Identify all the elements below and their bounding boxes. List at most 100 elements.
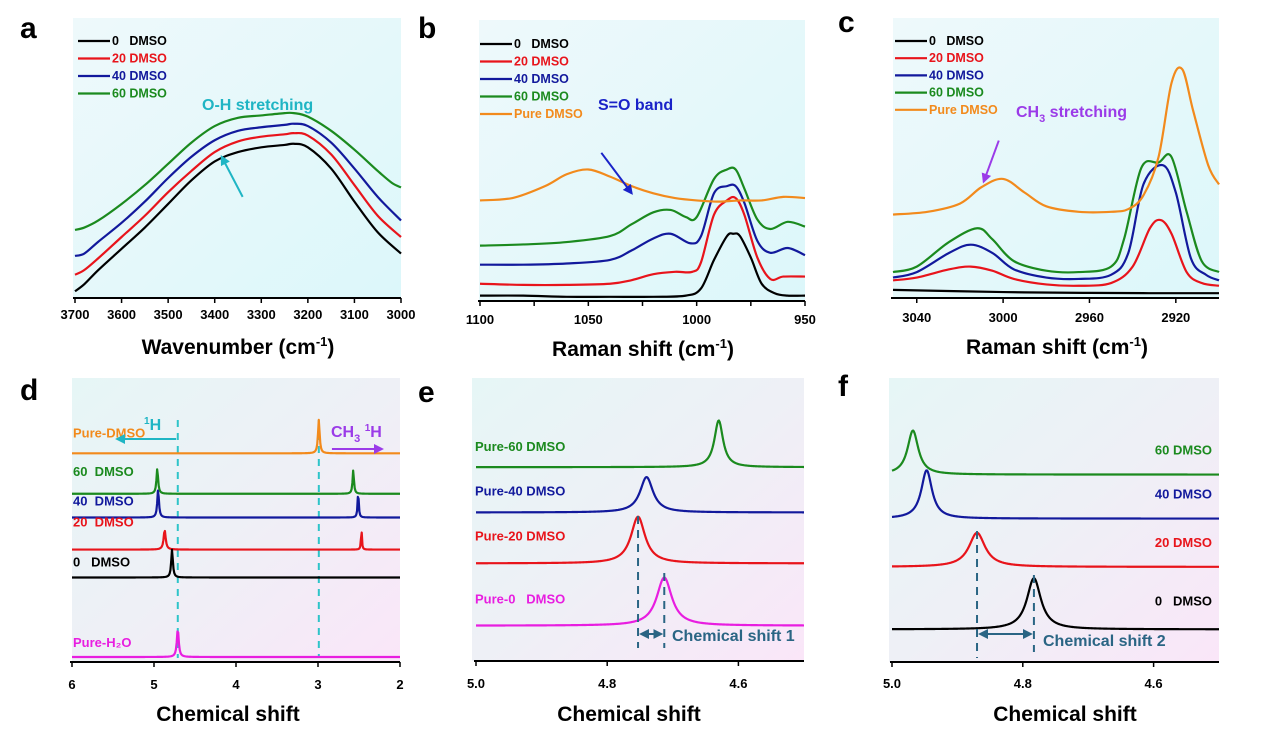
series-line-d-4: [71, 548, 401, 579]
annotation-label-ch3: CH3 1H: [331, 423, 382, 445]
annotation-label-1h: 1H: [144, 416, 161, 434]
series-label: 40 DMSO: [73, 494, 134, 509]
legend-label: 40 DMSO: [514, 72, 569, 86]
annotation-label: O-H stretching: [202, 97, 313, 114]
x-tick-label: 4: [232, 677, 240, 692]
x-axis-f: 5.0 4.8 4.6: [883, 661, 1219, 691]
series-line-f-1: [891, 469, 1220, 520]
x-axis-b: 1100 1050 1000 950: [466, 300, 816, 327]
panel-c: c 0 DMSO 20 DMSO 40 DMSO 60 DMSO Pure DMSO C…: [838, 6, 1220, 359]
x-tick-label: 1100: [466, 312, 494, 327]
series-line-d-1: [71, 468, 401, 495]
annotation-f: Chemical shift 2: [976, 531, 1166, 658]
series-group-b: [479, 166, 806, 298]
series-line-c-0: [892, 288, 1220, 295]
x-tick-label: 4.8: [1014, 676, 1032, 691]
series-line-b-0: [479, 232, 806, 298]
legend-label: 20 DMSO: [929, 51, 984, 65]
series-line-d-2: [71, 489, 401, 519]
annotation-b: S=O band: [598, 97, 673, 195]
legend-b: 0 DMSO 20 DMSO 40 DMSO 60 DMSO Pure DMSO: [480, 37, 583, 121]
x-axis-title-f: Chemical shift: [993, 703, 1137, 726]
series-line-b-1: [479, 195, 806, 287]
x-tick-label: 4.8: [598, 676, 616, 691]
series-line-e-2: [475, 515, 805, 565]
series-label: 0 DMSO: [73, 554, 130, 569]
plot-area-f: [889, 378, 1219, 662]
legend-label: 40 DMSO: [929, 68, 984, 82]
panel-letter-d: d: [20, 374, 38, 407]
series-group-f: [891, 429, 1220, 631]
annotation-a: O-H stretching: [202, 97, 313, 198]
x-tick-label: 3300: [247, 307, 276, 322]
series-group-e: [475, 419, 805, 627]
annotation-c: CH3 stretching: [981, 104, 1127, 184]
panel-b: b 0 DMSO 20 DMSO 40 DMSO 60 DMSO Pure DMSO S…: [418, 12, 816, 361]
x-tick-label: 1000: [682, 312, 711, 327]
so-arrow: [600, 152, 633, 195]
x-tick-label: 3000: [989, 310, 1018, 325]
x-tick-label: 2960: [1075, 310, 1104, 325]
series-line-c-2: [892, 163, 1220, 282]
series-label: 0 DMSO: [1155, 593, 1212, 608]
series-line-f-0: [891, 429, 1220, 476]
series-label: Pure-40 DMSO: [475, 483, 565, 498]
x-tick-label: 4.6: [729, 676, 747, 691]
annotation-label: S=O band: [598, 97, 673, 114]
annotation-e: Chemical shift 1: [637, 516, 795, 648]
series-line-a-1: [74, 131, 402, 276]
ch3-arrow: [981, 140, 1000, 184]
annotation-label: Chemical shift 1: [672, 628, 795, 645]
panel-letter-b: b: [418, 12, 436, 45]
legend-label: Pure DMSO: [929, 103, 998, 117]
series-line-c-4: [892, 66, 1220, 216]
series-label: 20 DMSO: [1155, 535, 1212, 550]
annotation-label: Chemical shift 2: [1043, 633, 1166, 650]
series-labels-d: Pure-DMSO 60 DMSO 40 DMSO 20 DMSO 0 DMSO Pure…: [73, 425, 145, 650]
series-label: Pure-60 DMSO: [475, 439, 565, 454]
legend-label: 60 DMSO: [929, 86, 984, 100]
series-label: Pure-H₂O: [73, 635, 132, 650]
plot-area-d: [72, 378, 400, 662]
series-labels-e: Pure-60 DMSO Pure-40 DMSO Pure-20 DMSO Pure…: [475, 439, 565, 606]
x-tick-label: 4.6: [1145, 676, 1163, 691]
x-axis-title-e: Chemical shift: [557, 703, 701, 726]
annotation-d: 1H CH3 1H: [115, 416, 384, 454]
legend-label: 20 DMSO: [514, 55, 569, 69]
x-tick-label: 3100: [340, 307, 369, 322]
x-tick-label: 950: [794, 312, 816, 327]
series-line-b-4: [479, 168, 806, 203]
series-labels-f: 60 DMSO 40 DMSO 20 DMSO 0 DMSO: [1155, 443, 1212, 609]
legend-label: 0 DMSO: [929, 34, 984, 48]
series-line-a-0: [74, 142, 402, 293]
series-label: 40 DMSO: [1155, 487, 1212, 502]
x-tick-label: 3600: [107, 307, 136, 322]
series-line-e-1: [475, 476, 805, 514]
series-label: Pure-20 DMSO: [475, 528, 565, 543]
series-line-a-3: [74, 111, 402, 231]
series-label: 60 DMSO: [1155, 443, 1212, 458]
panel-letter-c: c: [838, 6, 855, 39]
legend-label: 60 DMSO: [112, 87, 167, 101]
panel-letter-a: a: [20, 12, 37, 45]
series-label: Pure-DMSO: [73, 425, 145, 440]
series-group-c: [892, 66, 1220, 295]
legend-c: 0 DMSO 20 DMSO 40 DMSO 60 DMSO Pure DMSO: [895, 34, 998, 117]
x-axis-e: 5.0 4.8 4.6: [467, 660, 804, 691]
legend-label: 60 DMSO: [514, 90, 569, 104]
series-line-d-0: [71, 418, 401, 455]
x-tick-label: 3500: [154, 307, 183, 322]
x-tick-label: 3400: [200, 307, 229, 322]
series-line-e-3: [475, 576, 805, 627]
x-tick-label: 2920: [1161, 310, 1190, 325]
x-tick-label: 3700: [61, 307, 90, 322]
series-line-a-2: [74, 122, 402, 257]
panel-a: a 0 DMSO 20 DMSO 40 DMSO 60 DMSO O-H stretc…: [20, 12, 415, 359]
reference-lines-d: [176, 420, 320, 658]
x-axis-title-c: Raman shift (cm-1): [966, 334, 1148, 359]
panel-f: f 60 DMSO 40 DMSO 20 DMSO 0 DMSO Chemical s…: [838, 370, 1220, 726]
series-label: Pure-0 DMSO: [475, 592, 565, 607]
series-line-f-2: [891, 531, 1220, 568]
